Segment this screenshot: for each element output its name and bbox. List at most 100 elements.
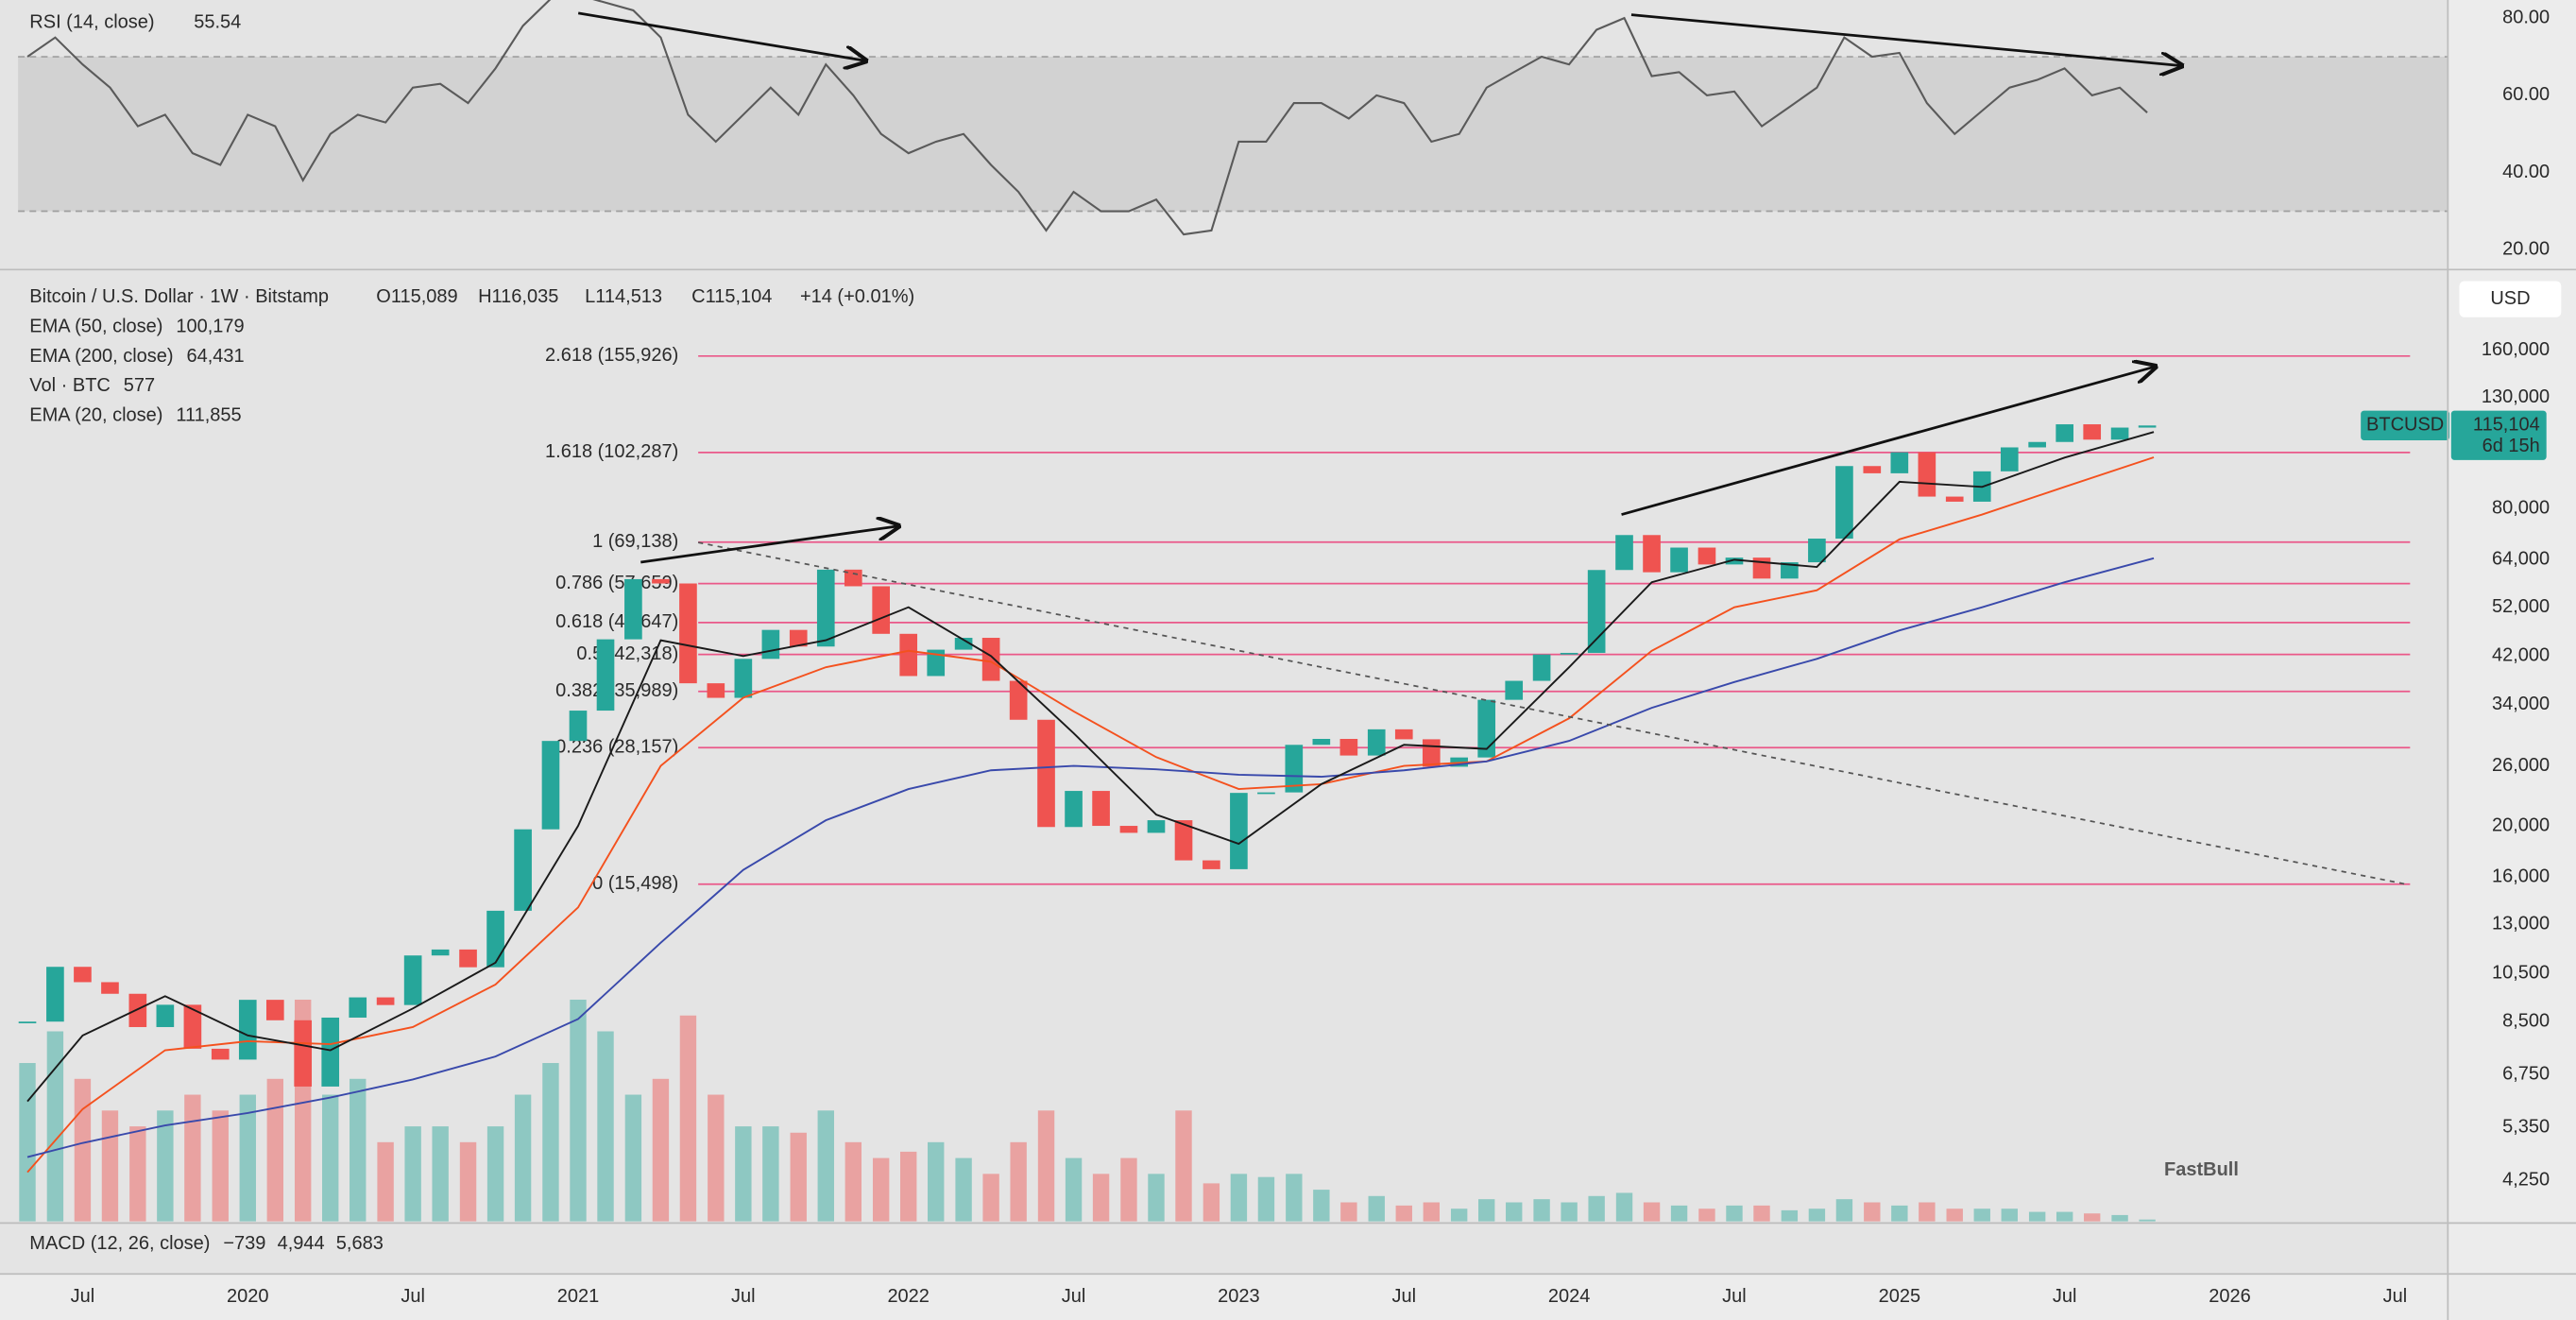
- candle: [1945, 496, 1964, 502]
- ema-line: [26, 431, 2155, 1103]
- volume-bar: [1092, 1174, 1110, 1222]
- candle: [1203, 860, 1220, 869]
- x-tick-label: Jul: [1062, 1286, 1086, 1307]
- volume-bar: [2056, 1211, 2073, 1222]
- currency-box: [2459, 281, 2562, 317]
- volume-bar: [1450, 1209, 1468, 1222]
- candle: [1560, 652, 1578, 655]
- indicator-value: 55.54: [194, 12, 241, 33]
- chart-title: Bitcoin / U.S. Dollar · 1W · Bitstamp: [29, 286, 329, 307]
- candle: [707, 683, 725, 698]
- legend-name: EMA (50, close): [29, 316, 162, 336]
- volume-bar: [790, 1132, 807, 1222]
- candle: [1477, 699, 1496, 758]
- candle: [1808, 539, 1826, 563]
- legend-name: Vol · BTC: [29, 375, 111, 396]
- indicator-value: 5,683: [336, 1233, 384, 1254]
- y-tick-label: 8,500: [2502, 1010, 2550, 1031]
- volume-bar: [350, 1078, 367, 1222]
- volume-bar: [184, 1094, 201, 1222]
- volume-bar: [570, 999, 587, 1222]
- volume-bar: [404, 1126, 421, 1222]
- candle: [1394, 729, 1413, 740]
- volume-bar: [542, 1063, 559, 1222]
- candle: [761, 629, 780, 660]
- candle: [1312, 739, 1331, 746]
- volume-bar: [1891, 1205, 1908, 1222]
- volume-bar: [735, 1126, 752, 1222]
- trend-arrow: [577, 11, 865, 60]
- candle: [2110, 427, 2129, 440]
- x-tick-label: 2024: [1548, 1286, 1590, 1307]
- macd-panel: MACD (12, 26, close) −739 4,944 5,683: [29, 1233, 384, 1254]
- volume-bar: [1395, 1205, 1412, 1222]
- volume-bar: [1120, 1157, 1137, 1222]
- volume-bar: [432, 1126, 449, 1222]
- candle: [2000, 447, 2019, 471]
- candle: [514, 829, 532, 911]
- candle: [954, 638, 973, 650]
- volume-bar: [1175, 1110, 1192, 1222]
- candle: [403, 955, 422, 1005]
- volume-bar: [652, 1078, 670, 1222]
- fib-label: 1 (69,138): [592, 531, 678, 552]
- volume-bar: [1286, 1174, 1303, 1222]
- volume-bar: [1973, 1209, 1990, 1222]
- volume-bar: [212, 1110, 229, 1222]
- volume-bar: [624, 1094, 642, 1222]
- price-panel: 2.618 (155,926) 1.618 (102,287) 1 (69,138)…: [18, 281, 2562, 1222]
- volume-bar: [1864, 1202, 1881, 1222]
- y-tick-label: 160,000: [2482, 339, 2550, 360]
- indicator-value: −739: [223, 1233, 265, 1254]
- rsi-line: [26, 0, 2148, 236]
- candle: [1422, 739, 1441, 767]
- volume-bar: [2001, 1209, 2018, 1222]
- candle: [74, 967, 92, 983]
- candle: [431, 949, 450, 956]
- ohlc-label: H116,035: [478, 286, 558, 307]
- x-tick-label: 2025: [1879, 1286, 1920, 1307]
- volume-bar: [1726, 1205, 1743, 1222]
- y-tick-label: 20.00: [2502, 239, 2550, 260]
- y-tick-label: 34,000: [2492, 694, 2550, 714]
- candle: [624, 578, 642, 640]
- volume-bar: [1203, 1183, 1220, 1222]
- volume-bar: [1946, 1209, 1963, 1222]
- candle: [321, 1017, 340, 1087]
- candle: [1037, 719, 1055, 828]
- symbol-tag: BTCUSD: [2366, 415, 2444, 436]
- price-tag: [2361, 410, 2450, 440]
- candle: [211, 1048, 230, 1060]
- y-tick-label: 40.00: [2502, 162, 2550, 182]
- candle: [1009, 680, 1028, 720]
- volume-bar: [1561, 1202, 1578, 1222]
- candle: [1367, 729, 1386, 756]
- candle: [2083, 424, 2102, 440]
- fib-label: 1.618 (102,287): [545, 441, 678, 462]
- change-label: +14 (+0.01%): [800, 286, 914, 307]
- candle: [679, 583, 697, 684]
- legend-name: EMA (200, close): [29, 346, 173, 367]
- candle: [265, 1000, 284, 1020]
- fib-label: 0.618 (48,647): [555, 611, 678, 632]
- indicator-title: MACD (12, 26, close): [29, 1233, 210, 1254]
- price-tag: [2450, 410, 2547, 460]
- x-tick-label: 2020: [227, 1286, 268, 1307]
- candle: [294, 1020, 313, 1087]
- volume-bar: [900, 1151, 917, 1222]
- candle: [1725, 557, 1744, 565]
- candle: [1174, 820, 1193, 861]
- candle: [1092, 791, 1110, 827]
- volume-bar: [1753, 1205, 1770, 1222]
- volume-bar: [1423, 1202, 1440, 1222]
- candle: [238, 1000, 257, 1060]
- volume-bar: [1643, 1202, 1661, 1222]
- y-tick-label: 60.00: [2502, 84, 2550, 105]
- volume-bar: [2111, 1214, 2128, 1222]
- y-tick-label: 42,000: [2492, 645, 2550, 666]
- fib-label: 0.5 (42,318): [576, 643, 678, 664]
- candle: [1863, 466, 1882, 473]
- candle: [816, 569, 835, 647]
- volume-bar: [1615, 1192, 1633, 1222]
- candle: [1285, 745, 1304, 793]
